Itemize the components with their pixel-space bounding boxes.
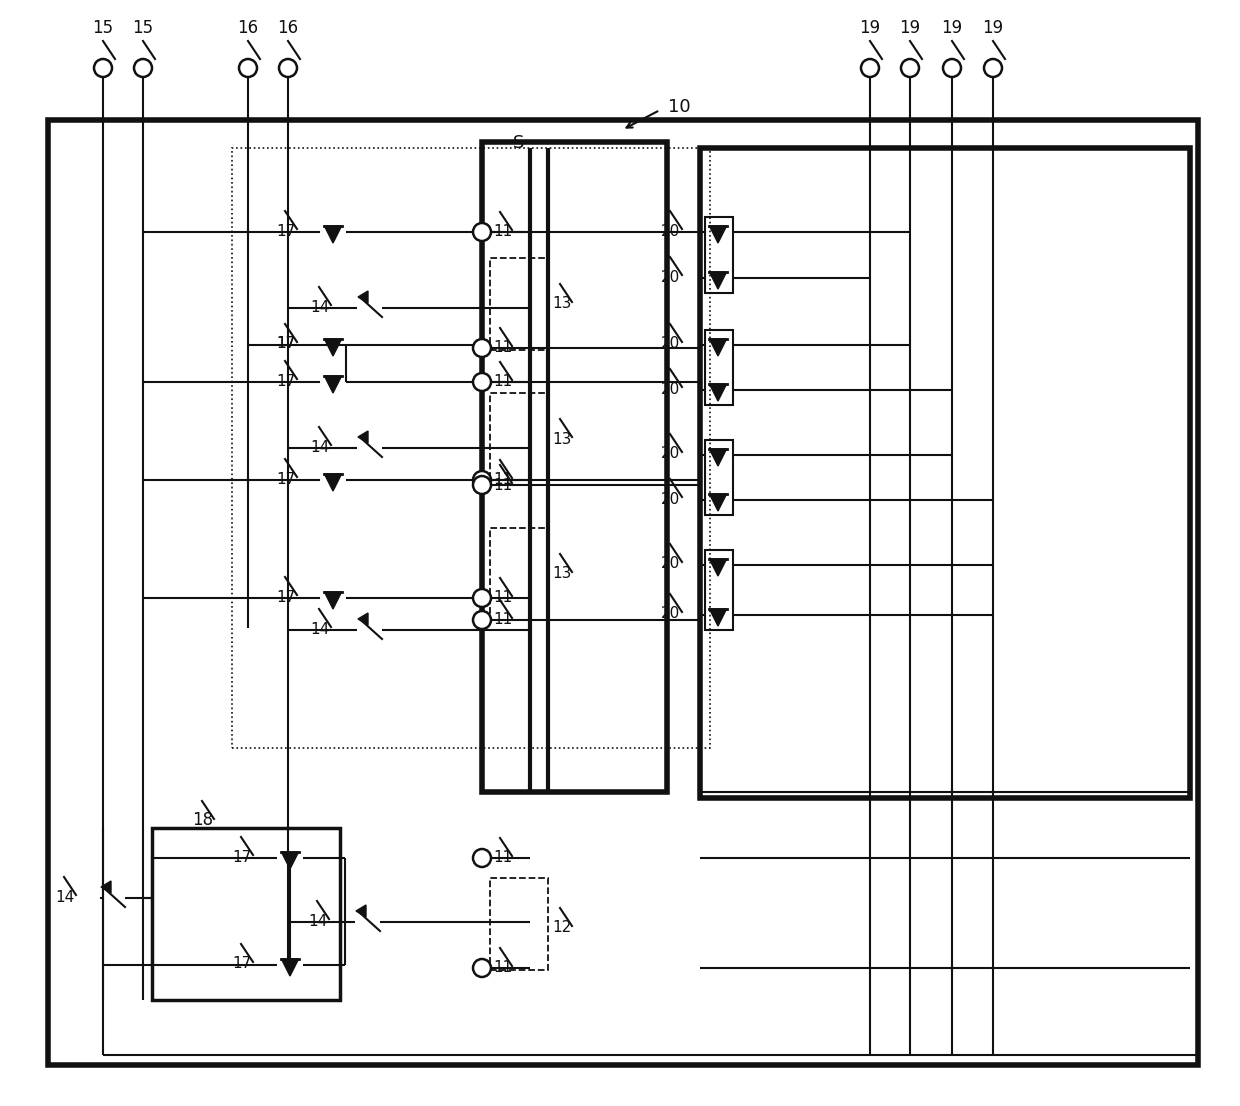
Polygon shape <box>100 881 112 893</box>
Text: 12: 12 <box>552 920 572 936</box>
Text: 11: 11 <box>494 375 512 389</box>
Polygon shape <box>325 474 341 491</box>
Circle shape <box>901 59 919 77</box>
Text: 15: 15 <box>133 19 154 36</box>
Text: 19: 19 <box>982 19 1003 36</box>
Bar <box>706 440 733 515</box>
Polygon shape <box>358 291 368 303</box>
Text: 19: 19 <box>941 19 962 36</box>
Text: 13: 13 <box>552 431 572 447</box>
Bar <box>153 828 340 1000</box>
Text: 20: 20 <box>661 447 681 461</box>
Text: 19: 19 <box>899 19 920 36</box>
Polygon shape <box>281 852 299 869</box>
Polygon shape <box>356 905 366 917</box>
Text: 13: 13 <box>552 296 572 312</box>
Text: 20: 20 <box>661 491 681 507</box>
Circle shape <box>472 471 491 489</box>
Bar <box>48 119 1198 1065</box>
Bar <box>482 142 667 792</box>
Polygon shape <box>709 494 727 511</box>
Polygon shape <box>709 272 727 289</box>
Text: 17: 17 <box>277 471 295 487</box>
Circle shape <box>861 59 879 77</box>
Polygon shape <box>709 559 727 576</box>
Text: 17: 17 <box>277 589 295 605</box>
Text: 16: 16 <box>278 19 299 36</box>
Text: S: S <box>513 134 525 152</box>
Text: 17: 17 <box>277 336 295 352</box>
Text: 11: 11 <box>494 591 512 605</box>
Circle shape <box>279 59 298 77</box>
Text: 17: 17 <box>232 957 252 971</box>
Text: 20: 20 <box>661 606 681 622</box>
Text: 14: 14 <box>310 622 330 636</box>
Text: 10: 10 <box>668 98 691 116</box>
Circle shape <box>472 340 491 357</box>
Text: 14: 14 <box>55 889 74 905</box>
Text: 14: 14 <box>308 914 327 929</box>
Circle shape <box>239 59 257 77</box>
Text: 11: 11 <box>494 960 512 975</box>
Bar <box>490 878 548 970</box>
Circle shape <box>472 959 491 977</box>
Text: 17: 17 <box>277 336 295 352</box>
Bar <box>706 550 733 630</box>
Text: 20: 20 <box>661 382 681 396</box>
Text: 13: 13 <box>552 566 572 582</box>
Polygon shape <box>325 376 341 393</box>
Bar <box>490 258 548 349</box>
Text: 16: 16 <box>237 19 259 36</box>
Text: 20: 20 <box>661 270 681 284</box>
Bar <box>706 217 733 293</box>
Text: 14: 14 <box>310 300 330 314</box>
Text: 20: 20 <box>661 336 681 352</box>
Text: 14: 14 <box>310 439 330 455</box>
Polygon shape <box>709 609 727 626</box>
Polygon shape <box>325 338 341 356</box>
Polygon shape <box>358 431 368 444</box>
Polygon shape <box>709 449 727 466</box>
Circle shape <box>94 59 112 77</box>
Text: 17: 17 <box>232 849 252 865</box>
Text: 20: 20 <box>661 556 681 572</box>
Circle shape <box>472 476 491 494</box>
Text: 11: 11 <box>494 613 512 627</box>
Text: 11: 11 <box>494 478 512 492</box>
Circle shape <box>472 373 491 392</box>
Polygon shape <box>358 613 368 625</box>
Bar <box>490 393 548 486</box>
Circle shape <box>134 59 153 77</box>
Polygon shape <box>325 226 341 243</box>
Circle shape <box>472 223 491 241</box>
Bar <box>706 330 733 405</box>
Text: ~: ~ <box>526 134 542 153</box>
Text: 20: 20 <box>661 223 681 239</box>
Circle shape <box>942 59 961 77</box>
Polygon shape <box>281 959 299 975</box>
Polygon shape <box>709 338 727 356</box>
Text: 11: 11 <box>494 341 512 355</box>
Circle shape <box>472 589 491 607</box>
Bar <box>490 528 548 620</box>
Text: 18: 18 <box>192 811 213 830</box>
Text: 11: 11 <box>494 472 512 488</box>
Text: 15: 15 <box>93 19 114 36</box>
Circle shape <box>985 59 1002 77</box>
Polygon shape <box>325 592 341 609</box>
Text: 17: 17 <box>277 374 295 388</box>
Text: 19: 19 <box>859 19 880 36</box>
Circle shape <box>472 611 491 629</box>
Text: 17: 17 <box>277 223 295 239</box>
Polygon shape <box>709 384 727 401</box>
Circle shape <box>472 849 491 867</box>
Text: 11: 11 <box>494 851 512 866</box>
Bar <box>232 148 711 748</box>
Bar <box>701 148 1190 799</box>
Polygon shape <box>709 226 727 243</box>
Text: 11: 11 <box>494 225 512 240</box>
